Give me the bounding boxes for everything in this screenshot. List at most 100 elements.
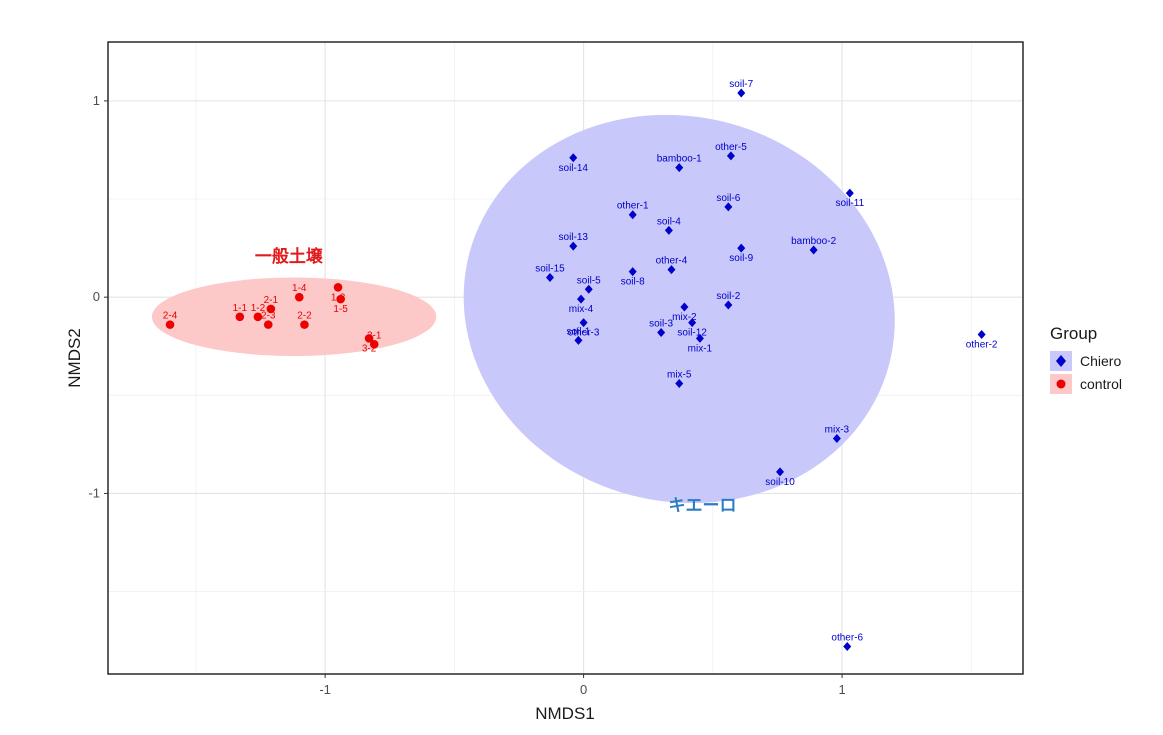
point-3-2: [364, 334, 374, 343]
ellipse-control: [151, 277, 437, 357]
point-label-2-3: 2-3: [261, 311, 276, 322]
point-label-1-2: 1-2: [251, 303, 266, 314]
point-mix-3: [832, 433, 841, 443]
point-label-2-2: 2-2: [297, 311, 312, 322]
point-label-mix-1: mix-1: [688, 343, 713, 354]
point-other-6: [843, 642, 852, 652]
point-other-5: [726, 151, 735, 161]
point-bamboo-2: [809, 245, 818, 255]
point-label-soil-2: soil-2: [716, 291, 740, 302]
point-2-2: [300, 320, 309, 329]
y-tick-label: 1: [93, 93, 100, 108]
point-label-soil-8: soil-8: [621, 277, 645, 288]
point-soil-1: [574, 335, 583, 345]
point-label-soil-5: soil-5: [577, 275, 601, 286]
point-label-soil-14: soil-14: [559, 163, 589, 174]
point-soil-4: [664, 225, 673, 235]
point-1-1: [235, 312, 245, 322]
confidence-ellipses: [151, 114, 895, 504]
legend: Group Chiero control: [1050, 324, 1122, 394]
point-label-bamboo-2: bamboo-2: [791, 236, 836, 247]
point-label-other-1: other-1: [617, 201, 649, 212]
point-label-soil-13: soil-13: [559, 232, 589, 243]
point-label-mix-3: mix-3: [825, 424, 850, 435]
point-label-soil-10: soil-10: [765, 477, 795, 488]
plot-border: [107, 41, 1024, 675]
y-axis-title: NMDS2: [65, 328, 84, 388]
point-soil-12: [688, 318, 697, 328]
point-soil-6: [724, 202, 733, 212]
point-label-other-6: other-6: [831, 633, 863, 644]
x-tick-label: -1: [319, 682, 331, 697]
point-label-soil-7: soil-7: [729, 79, 753, 90]
point-soil-13: [569, 241, 578, 251]
legend-item-chiero: Chiero: [1050, 351, 1121, 371]
point-1-4: [294, 292, 304, 302]
point-label-soil-6: soil-6: [716, 193, 740, 204]
point-soil-2: [724, 300, 733, 310]
legend-marker-control: [1056, 379, 1066, 389]
point-soil-8: [628, 267, 637, 277]
point-label-other-2: other-2: [966, 339, 998, 350]
point-label-bamboo-1: bamboo-1: [657, 154, 702, 165]
y-tick-label: 0: [93, 289, 100, 304]
point-label-other-5: other-5: [715, 142, 747, 153]
point-bamboo-1: [675, 163, 684, 173]
point-other-1: [628, 210, 637, 220]
point-soil-3: [657, 327, 666, 337]
point-mix-4: [577, 294, 586, 304]
point-soil-7: [737, 88, 746, 98]
point-label-other-3: other-3: [568, 328, 600, 339]
point-label-soil-11: soil-11: [835, 198, 864, 209]
point-other-2: [977, 329, 986, 339]
legend-marker-chiero: [1056, 355, 1066, 367]
point-other-4: [667, 265, 676, 275]
point-label-soil-15: soil-15: [535, 264, 565, 275]
point-label-2-4: 2-4: [163, 311, 178, 322]
point-soil-9: [737, 243, 746, 253]
ellipse-chiero: [463, 114, 895, 504]
point-label-mix-2: mix-2: [672, 312, 697, 323]
point-label-3-2: 3-2: [362, 343, 377, 354]
legend-label-chiero: Chiero: [1080, 353, 1121, 369]
x-tick-label: 1: [838, 682, 845, 697]
point-mix-1: [695, 333, 704, 343]
point-label-mix-4: mix-4: [569, 304, 594, 315]
axis-ticks: -1 0 1 1 0 -1: [88, 93, 845, 697]
point-label-1-1: 1-1: [233, 303, 248, 314]
legend-title: Group: [1050, 324, 1097, 343]
point-label-soil-9: soil-9: [729, 253, 753, 264]
x-axis-title: NMDS1: [535, 704, 595, 723]
point-1-5: [336, 294, 345, 304]
point-label-1-4: 1-4: [292, 283, 307, 294]
point-1-3: [333, 283, 343, 292]
point-soil-11: [845, 188, 854, 198]
point-2-4: [165, 320, 175, 329]
legend-label-control: control: [1080, 376, 1122, 392]
point-soil-10: [776, 467, 785, 477]
x-tick-label: 0: [580, 682, 587, 697]
point-soil-14: [569, 153, 578, 163]
data-points: soil-7 other-5 soil-14 bamboo-1 soil-11 other…: [163, 79, 998, 652]
point-label-soil-3: soil-3: [649, 318, 673, 329]
point-label-mix-5: mix-5: [667, 370, 692, 381]
point-mix-2: [680, 302, 689, 312]
point-label-3-1: 3-1: [367, 330, 382, 341]
point-1-2: [253, 312, 263, 322]
annotation-control-group: 一般土壌: [255, 246, 324, 267]
point-3-1: [369, 339, 379, 349]
point-label-2-1: 2-1: [264, 295, 279, 306]
y-tick-label: -1: [88, 485, 100, 500]
point-soil-5: [584, 284, 593, 294]
annotation-chiero-group: キエーロ: [668, 496, 736, 516]
point-label-other-4: other-4: [656, 256, 688, 267]
legend-item-control: control: [1050, 374, 1122, 394]
point-label-soil-1: soil-1: [566, 326, 590, 337]
point-soil-15: [545, 273, 554, 283]
point-label-soil-4: soil-4: [657, 216, 681, 227]
point-label-soil-12: soil-12: [677, 328, 707, 339]
point-mix-5: [675, 379, 684, 389]
